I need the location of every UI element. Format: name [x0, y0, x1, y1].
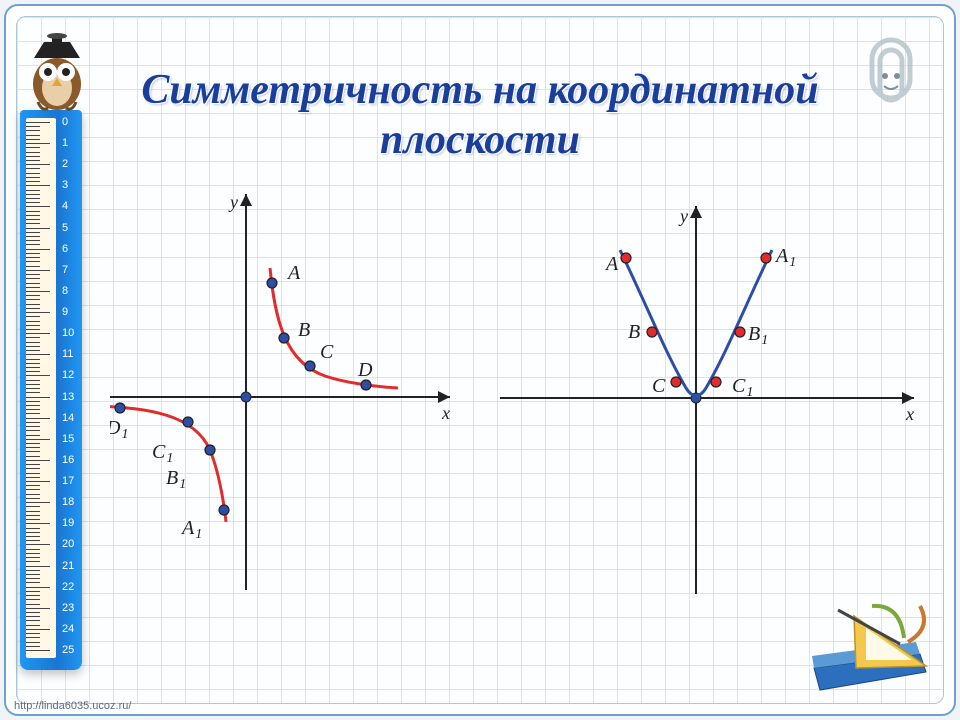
owl-decoration — [18, 28, 96, 114]
svg-text:C1: C1 — [152, 441, 173, 466]
svg-text:A: A — [604, 253, 619, 275]
paperclip-decoration — [866, 36, 916, 110]
title-text: Симметричность на координатной плоскости — [141, 67, 818, 163]
svg-text:C: C — [320, 341, 334, 363]
chart-right: A B C A1 B1 C1 y x — [500, 200, 920, 600]
svg-text:x: x — [441, 403, 450, 423]
svg-text:B: B — [298, 319, 310, 341]
svg-text:y: y — [678, 206, 688, 226]
svg-text:C: C — [652, 375, 666, 397]
tools-decoration — [808, 598, 938, 698]
svg-text:B1: B1 — [748, 323, 768, 348]
svg-text:B1: B1 — [166, 467, 186, 492]
svg-text:A1: A1 — [180, 517, 202, 542]
svg-text:A1: A1 — [774, 245, 796, 270]
svg-text:C1: C1 — [732, 375, 753, 400]
svg-text:D1: D1 — [110, 417, 128, 442]
chart-left: A BC D D1 C1B1 A1 y x — [110, 190, 470, 600]
footer-url: http://linda6035.ucoz.ru/ — [14, 700, 131, 712]
svg-text:B: B — [628, 321, 640, 343]
svg-text:y: y — [228, 192, 238, 212]
svg-text:D: D — [357, 359, 373, 381]
svg-text:x: x — [905, 404, 914, 424]
slide-title: Симметричность на координатной плоскости — [100, 65, 860, 166]
ruler-decoration: 0123456789101112131415161718192021222324… — [20, 110, 82, 670]
svg-text:A: A — [286, 262, 301, 284]
